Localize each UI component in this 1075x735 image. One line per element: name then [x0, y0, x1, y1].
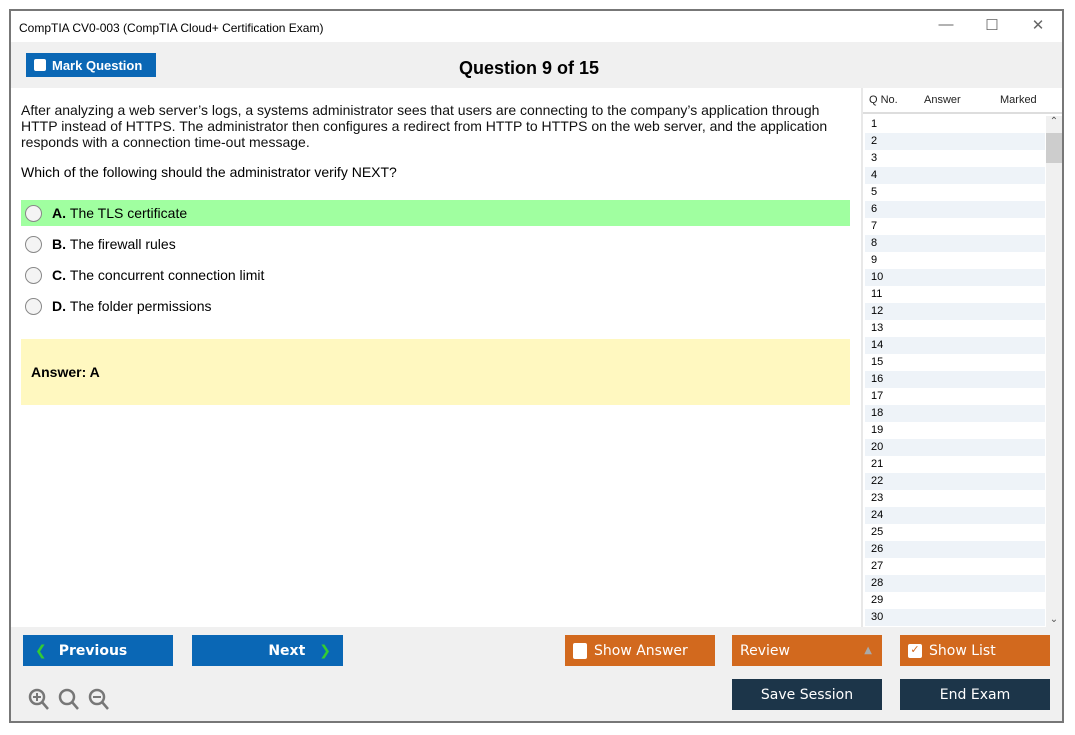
- list-item[interactable]: 18: [865, 405, 1045, 422]
- col-qno: Q No.: [869, 94, 898, 106]
- checkbox-icon: [573, 642, 587, 659]
- previous-label: Previous: [58, 642, 128, 659]
- mark-question-button[interactable]: Mark Question: [26, 53, 156, 77]
- option-c[interactable]: C. The concurrent connection limit: [21, 262, 850, 288]
- question-text: After analyzing a web server’s logs, a s…: [21, 102, 828, 150]
- next-button[interactable]: Next ❯: [192, 635, 343, 666]
- scroll-thumb[interactable]: [1046, 133, 1062, 163]
- radio-icon[interactable]: [25, 297, 42, 315]
- radio-icon[interactable]: [25, 235, 42, 253]
- list-item[interactable]: 11: [871, 288, 883, 300]
- option-text: The firewall rules: [69, 236, 176, 252]
- checked-checkbox-icon: ✓: [908, 643, 922, 658]
- list-item[interactable]: 3: [871, 152, 878, 164]
- radio-icon[interactable]: [25, 204, 42, 222]
- option-letter: D.: [52, 298, 66, 314]
- list-item[interactable]: 1: [871, 118, 878, 130]
- caret-up-icon: ▲: [864, 645, 872, 656]
- list-item[interactable]: 30: [865, 609, 1045, 626]
- show-list-label: Show List: [929, 642, 996, 659]
- zoom-in-icon[interactable]: [28, 688, 49, 710]
- col-marked: Marked: [1000, 94, 1037, 106]
- list-item[interactable]: 19: [871, 424, 884, 436]
- list-item[interactable]: 22: [865, 473, 1045, 490]
- header: Mark Question Question 9 of 15: [11, 42, 1062, 88]
- list-item[interactable]: 15: [871, 356, 884, 368]
- list-rows: 1 2 3 4 5 6 7 8 9 10 11 12 13 14 15 16 17 18 19 20 21 22 23 24 2…: [865, 116, 1045, 626]
- exam-window: CompTIA CV0-003 (CompTIA Cloud+ Certific…: [9, 9, 1064, 723]
- list-item[interactable]: 7: [871, 220, 878, 232]
- question-title: Question 9 of 15: [459, 58, 600, 78]
- list-item[interactable]: 21: [871, 458, 884, 470]
- previous-button[interactable]: ❮ Previous: [23, 635, 173, 666]
- list-item[interactable]: 2: [865, 133, 1045, 150]
- zoom-reset-icon[interactable]: [58, 688, 79, 710]
- list-item[interactable]: 24: [865, 507, 1045, 524]
- list-item[interactable]: 23: [871, 492, 884, 504]
- list-item[interactable]: 12: [865, 303, 1045, 320]
- option-d[interactable]: D. The folder permissions: [21, 293, 850, 319]
- close-icon[interactable]: ✕: [1031, 17, 1045, 34]
- list-header: Q No. Answer Marked: [863, 88, 1062, 114]
- list-item[interactable]: 4: [865, 167, 1045, 184]
- answer-box: Answer: A: [21, 339, 850, 405]
- next-label: Next: [268, 642, 306, 659]
- col-answer: Answer: [924, 94, 961, 106]
- list-item[interactable]: 9: [871, 254, 878, 266]
- list-item[interactable]: 13: [871, 322, 884, 334]
- scrollbar[interactable]: ⌃ ⌄: [1046, 116, 1062, 627]
- list-item[interactable]: 17: [871, 390, 884, 402]
- option-letter: A.: [52, 205, 66, 221]
- list-item[interactable]: 10: [865, 269, 1045, 286]
- option-text: The concurrent connection limit: [69, 267, 265, 283]
- option-letter: C.: [52, 267, 66, 283]
- checkbox-icon: [34, 59, 46, 71]
- list-item[interactable]: 20: [865, 439, 1045, 456]
- radio-icon[interactable]: [25, 266, 42, 284]
- window-title: CompTIA CV0-003 (CompTIA Cloud+ Certific…: [19, 21, 324, 35]
- list-item[interactable]: 6: [865, 201, 1045, 218]
- zoom-out-icon[interactable]: [88, 688, 109, 710]
- list-item[interactable]: 28: [865, 575, 1045, 592]
- minimize-icon[interactable]: —: [938, 16, 954, 33]
- title-bar: CompTIA CV0-003 (CompTIA Cloud+ Certific…: [11, 11, 1062, 42]
- review-label: Review: [740, 642, 790, 659]
- list-item[interactable]: 14: [865, 337, 1045, 354]
- list-item[interactable]: 27: [871, 560, 884, 572]
- show-answer-button[interactable]: Show Answer: [565, 635, 715, 666]
- option-text: The folder permissions: [69, 298, 212, 314]
- save-session-button[interactable]: Save Session: [732, 679, 882, 710]
- review-dropdown[interactable]: Review ▲: [732, 635, 882, 666]
- list-item[interactable]: 5: [871, 186, 878, 198]
- list-item[interactable]: 8: [865, 235, 1045, 252]
- chevron-right-icon: ❯: [319, 642, 331, 659]
- show-answer-label: Show Answer: [594, 642, 688, 659]
- list-item[interactable]: 16: [865, 371, 1045, 388]
- chevron-left-icon: ❮: [35, 642, 47, 659]
- option-b[interactable]: B. The firewall rules: [21, 231, 850, 257]
- option-a[interactable]: A. The TLS certificate: [21, 200, 850, 226]
- option-text: The TLS certificate: [69, 205, 188, 221]
- option-letter: B.: [52, 236, 66, 252]
- maximize-icon[interactable]: ☐: [985, 17, 999, 34]
- question-panel: After analyzing a web server’s logs, a s…: [11, 88, 861, 627]
- list-item[interactable]: 26: [865, 541, 1045, 558]
- zoom-controls: [28, 688, 109, 710]
- end-exam-button[interactable]: End Exam: [900, 679, 1050, 710]
- list-item[interactable]: 25: [871, 526, 884, 538]
- mark-label: Mark Question: [52, 57, 143, 73]
- show-list-button[interactable]: ✓ Show List: [900, 635, 1050, 666]
- question-list: Q No. Answer Marked 1 2 3 4 5 6 7 8 9 10 11 12 13 14 1…: [861, 88, 1062, 627]
- question-prompt: Which of the following should the admini…: [21, 164, 397, 180]
- list-item[interactable]: 29: [871, 594, 884, 606]
